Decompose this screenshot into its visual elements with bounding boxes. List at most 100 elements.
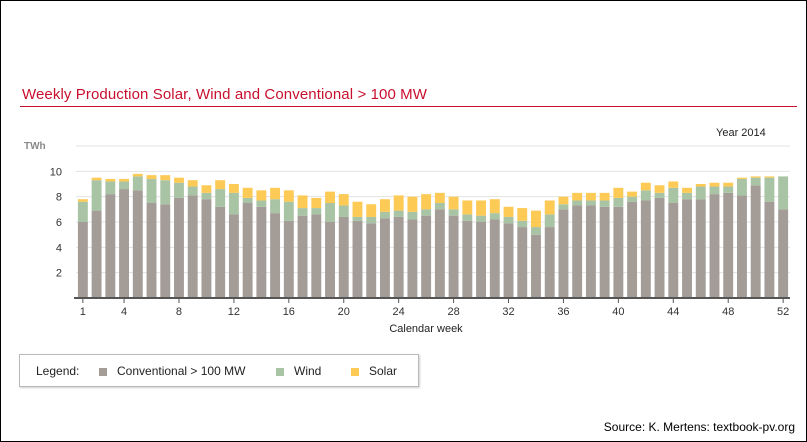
bar-solar-week-48	[723, 182, 734, 187]
bar-conventional-week-13	[242, 203, 253, 298]
bar-wind-week-26	[421, 209, 432, 216]
bar-conventional-week-25	[407, 219, 418, 298]
y-tick-label: 10	[50, 166, 62, 178]
bar-wind-week-10	[201, 192, 212, 200]
bar-wind-week-14	[256, 200, 267, 207]
bar-conventional-week-31	[489, 219, 500, 298]
bar-wind-week-15	[270, 199, 281, 214]
bar-wind-week-28	[448, 209, 459, 216]
bar-solar-week-26	[421, 194, 432, 210]
bar-conventional-week-29	[462, 220, 473, 298]
bar-solar-week-31	[489, 199, 500, 214]
bar-conventional-week-47	[709, 194, 720, 298]
bar-solar-week-6	[146, 175, 157, 179]
y-tick-label: 8	[56, 192, 62, 204]
bar-solar-week-51	[764, 176, 775, 178]
legend-item-wind: Wind	[294, 364, 322, 378]
bar-solar-week-14	[256, 190, 267, 201]
bar-wind-week-32	[503, 216, 514, 224]
bar-conventional-week-32	[503, 223, 514, 298]
bar-solar-week-38	[585, 192, 596, 201]
bar-conventional-week-26	[421, 215, 432, 298]
bar-solar-week-37	[572, 192, 583, 201]
y-axis-label: TWh	[24, 141, 46, 152]
bar-conventional-week-5	[132, 190, 143, 298]
bar-conventional-week-3	[105, 194, 116, 298]
bar-conventional-week-23	[380, 218, 390, 298]
bar-solar-week-45	[682, 187, 692, 193]
bar-conventional-week-30	[476, 222, 486, 298]
x-tick-label: 36	[557, 306, 569, 318]
bar-solar-week-34	[531, 210, 541, 228]
bar-wind-week-20	[338, 205, 349, 217]
year-annotation: Year 2014	[716, 127, 766, 139]
bar-wind-week-25	[407, 211, 418, 220]
bar-wind-week-50	[750, 177, 761, 186]
bar-solar-week-36	[558, 196, 569, 205]
bar-wind-week-38	[585, 200, 596, 206]
bar-solar-week-15	[270, 187, 281, 200]
bar-wind-week-7	[160, 180, 171, 205]
bar-solar-week-16	[283, 190, 294, 202]
y-tick-label: 4	[56, 242, 62, 254]
bar-conventional-week-36	[558, 209, 569, 298]
bar-solar-week-9	[187, 180, 198, 187]
bar-solar-week-27	[434, 192, 445, 203]
bar-conventional-week-18	[311, 214, 322, 298]
x-tick-label: 1	[80, 306, 86, 318]
bar-wind-week-33	[517, 220, 528, 228]
x-tick-label: 12	[228, 306, 240, 318]
bar-wind-week-21	[352, 216, 363, 221]
bar-wind-week-16	[283, 201, 294, 221]
bar-wind-week-44	[668, 187, 679, 203]
legend-swatch-wind	[276, 368, 284, 376]
bar-conventional-week-24	[393, 216, 404, 298]
bar-solar-week-19	[325, 191, 335, 203]
bar-solar-week-49	[737, 177, 747, 179]
bar-solar-week-42	[640, 182, 651, 191]
bar-wind-week-35	[544, 214, 555, 228]
x-tick-label: 4	[121, 306, 127, 318]
x-tick-label: 8	[176, 306, 182, 318]
bar-conventional-week-44	[668, 203, 679, 298]
bar-solar-week-17	[297, 195, 308, 209]
bar-solar-week-32	[503, 206, 514, 217]
legend: Legend: Conventional > 100 MW Wind Solar	[19, 354, 419, 387]
bar-conventional-week-14	[256, 206, 267, 298]
bar-conventional-week-22	[366, 223, 377, 298]
bar-solar-week-41	[627, 191, 638, 197]
bar-solar-week-13	[242, 187, 253, 198]
bar-conventional-week-37	[572, 205, 583, 298]
bar-solar-week-18	[311, 197, 322, 209]
x-tick-label: 16	[283, 306, 295, 318]
bar-wind-week-39	[599, 200, 610, 207]
bar-wind-week-11	[215, 189, 226, 207]
bar-solar-week-43	[654, 185, 665, 193]
bar-conventional-week-35	[544, 227, 555, 298]
bar-wind-week-5	[132, 176, 143, 191]
bar-wind-week-1	[77, 201, 88, 222]
bar-wind-week-43	[654, 192, 665, 198]
bar-group	[77, 173, 789, 298]
bar-solar-week-12	[228, 184, 239, 193]
bar-conventional-week-46	[695, 199, 706, 298]
bar-wind-week-52	[778, 176, 789, 210]
bar-conventional-week-50	[750, 185, 761, 298]
bar-wind-week-6	[146, 178, 157, 203]
bar-conventional-week-49	[737, 195, 747, 298]
y-tick-label: 2	[56, 268, 62, 280]
bar-solar-week-8	[174, 177, 184, 183]
bar-conventional-week-34	[531, 234, 541, 298]
bar-conventional-week-52	[778, 209, 789, 298]
bar-solar-week-23	[380, 199, 390, 212]
x-tick-label: 52	[777, 306, 789, 318]
bar-conventional-week-20	[338, 216, 349, 298]
bar-wind-week-13	[242, 197, 253, 203]
bar-wind-week-51	[764, 177, 775, 202]
source-note: Source: K. Mertens: textbook-pv.org	[603, 420, 795, 434]
bar-wind-week-41	[627, 196, 638, 202]
bar-wind-week-42	[640, 190, 651, 201]
bar-conventional-week-27	[434, 209, 445, 298]
bar-solar-week-47	[709, 182, 720, 187]
